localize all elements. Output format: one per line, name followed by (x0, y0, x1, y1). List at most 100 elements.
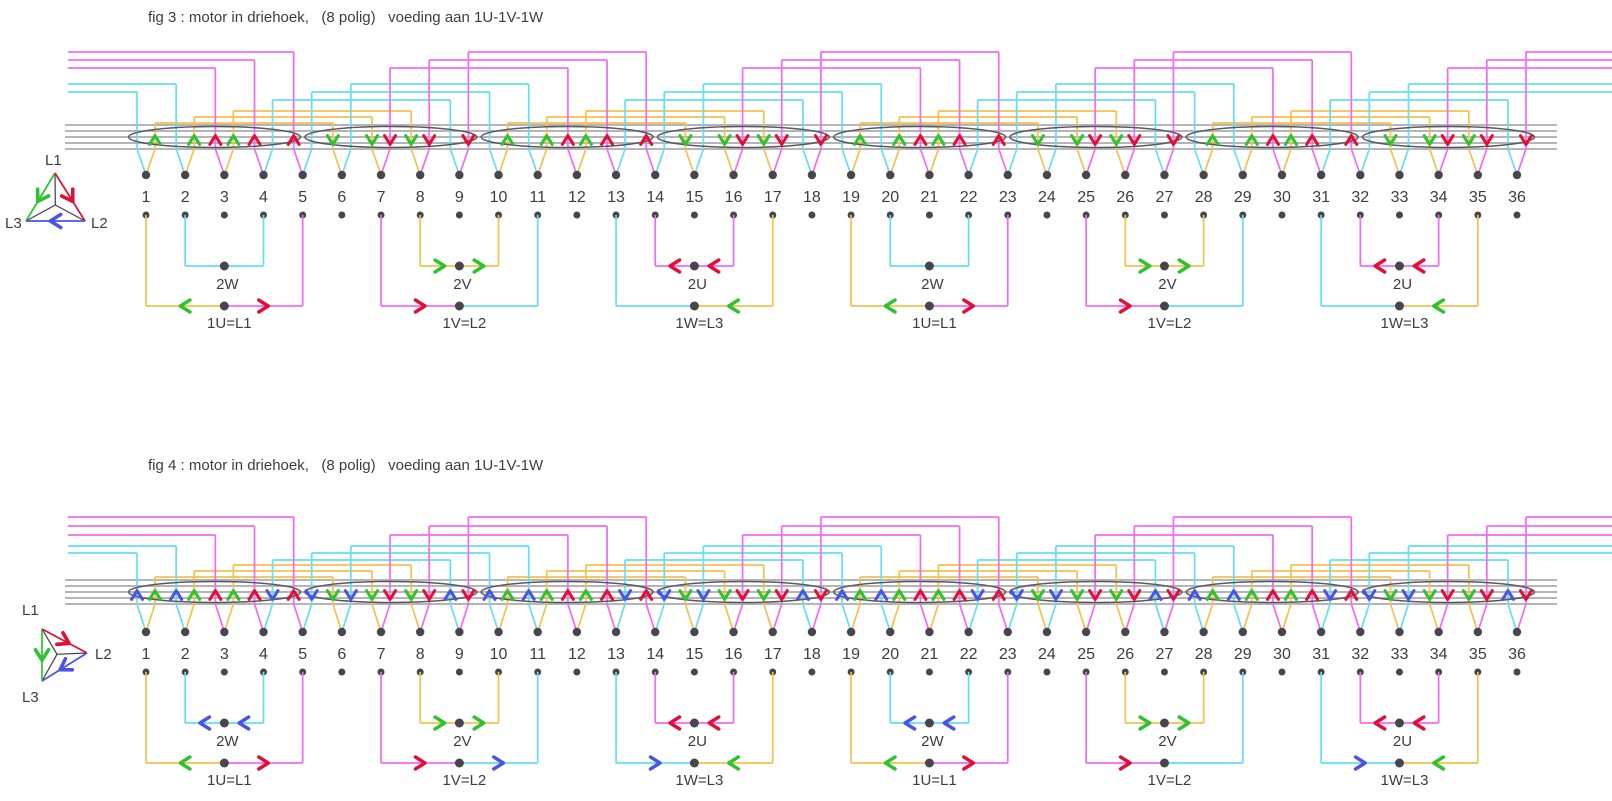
current-arrow-up (1265, 589, 1280, 601)
bracket-terminal-label: 2V (453, 733, 471, 750)
current-arrow-down (1383, 589, 1398, 601)
connection-dot (1316, 170, 1326, 180)
current-arrow-up (286, 134, 301, 146)
connection-dot (690, 170, 699, 180)
slot-number: 25 (1077, 646, 1095, 663)
slot-number: 32 (1351, 189, 1369, 206)
current-arrow-up (1226, 589, 1241, 601)
slot-number: 2 (181, 189, 190, 206)
connection-dot (533, 627, 542, 637)
current-arrow-up (853, 589, 868, 601)
current-arrow-left (1373, 258, 1387, 274)
bracket-terminal-label: 2U (1393, 276, 1412, 293)
phasor-arrow (59, 187, 75, 204)
current-arrow-left (668, 258, 682, 274)
slot-number: 18 (803, 189, 821, 206)
slot-number: 23 (999, 189, 1017, 206)
current-arrow-up (1244, 589, 1259, 601)
current-arrow-down (365, 134, 380, 146)
terminal-group-1W=L3: 2U 1W=L3 (1320, 215, 1479, 332)
current-arrow-down (1479, 589, 1494, 601)
fig3-title: fig 3 : motor in driehoek, (8 polig) voe… (148, 9, 544, 26)
current-arrow-up (286, 589, 301, 601)
connection-dot (924, 718, 934, 728)
connection-dot (1394, 261, 1404, 271)
connection-dot (1277, 170, 1287, 180)
current-arrow-left (1412, 258, 1426, 274)
connection-dot (690, 627, 699, 637)
slot-number: 15 (686, 189, 704, 206)
current-arrow-down (404, 134, 419, 146)
current-arrow-down (461, 134, 476, 146)
pole-group-ellipse (656, 125, 831, 149)
current-arrow-up (892, 589, 907, 601)
bracket-terminal-label: 2U (688, 733, 707, 750)
connection-dot (1277, 627, 1287, 637)
connection-dot (1395, 170, 1404, 180)
current-arrow-down (1009, 589, 1024, 601)
connection-dot (219, 718, 229, 728)
connection-dot (415, 170, 425, 180)
connection-dot (180, 170, 190, 180)
current-arrow-down (1362, 589, 1377, 601)
current-arrow-up (853, 134, 868, 146)
current-arrow-down (696, 589, 711, 601)
pole-group-ellipse (480, 125, 654, 149)
current-arrow-up (874, 589, 889, 601)
connection-dot (1121, 627, 1130, 637)
current-arrow-down (422, 134, 437, 146)
slot-number: 20 (881, 646, 899, 663)
current-arrow-up (600, 589, 615, 601)
connection-dot (1434, 627, 1443, 637)
current-arrow-down (774, 589, 789, 601)
connection-dot (219, 301, 229, 311)
connection-dot (1395, 627, 1404, 637)
terminal-group-1V=L2: 2V 1V=L2 (1085, 672, 1244, 789)
current-arrow-down (1030, 589, 1045, 601)
supply-terminal-label: 1W=L3 (1381, 772, 1429, 789)
current-arrow-right (472, 258, 486, 274)
slot-number: 25 (1077, 189, 1095, 206)
bracket-terminal-label: 2W (921, 733, 944, 750)
current-arrow-down (756, 589, 771, 601)
slot-number: 16 (725, 189, 743, 206)
connection-dot (455, 211, 463, 219)
terminal-group-1W=L3: 2U 1W=L3 (615, 672, 774, 789)
current-arrow-down (1088, 589, 1103, 601)
connection-dot (454, 301, 464, 311)
current-arrow-right (413, 755, 427, 771)
pole-group-ellipse (1185, 125, 1359, 149)
bracket-terminal-label: 2W (216, 733, 239, 750)
connection-dot (1473, 627, 1483, 637)
current-arrow-down (813, 134, 828, 146)
connection-dot (690, 211, 698, 219)
terminal-group-1U=L1: 2W 1U=L1 (850, 215, 1009, 332)
connection-dot (1394, 718, 1404, 728)
current-arrow-left (198, 715, 212, 731)
bracket-terminal-label: 2U (1393, 733, 1412, 750)
current-arrow-down (404, 589, 419, 601)
connection-dot (1513, 211, 1521, 219)
supply-terminal-label: 1V=L2 (442, 772, 486, 789)
connection-dot (807, 627, 817, 637)
connection-dot (219, 261, 229, 271)
connection-dot (689, 301, 699, 311)
current-arrow-up (187, 589, 202, 601)
pole-group-ellipse (127, 580, 302, 604)
current-arrow-up (1205, 134, 1220, 146)
current-arrow-down (461, 589, 476, 601)
terminal-group-1V=L2: 2V 1V=L2 (380, 672, 539, 789)
connection-dot (338, 211, 346, 219)
current-arrow-up (1148, 589, 1163, 601)
slot-number: 8 (416, 646, 425, 663)
current-arrow-down (1048, 589, 1063, 601)
slot-number: 34 (1430, 646, 1448, 663)
connection-dot (924, 758, 934, 768)
connection-dot (1159, 261, 1169, 271)
slot-number: 21 (921, 646, 939, 663)
connection-dot (455, 627, 464, 637)
current-arrow-left (178, 755, 192, 771)
current-arrow-left (668, 715, 682, 731)
supply-terminal-label: 1W=L3 (1381, 315, 1429, 332)
connection-dot (1159, 301, 1169, 311)
